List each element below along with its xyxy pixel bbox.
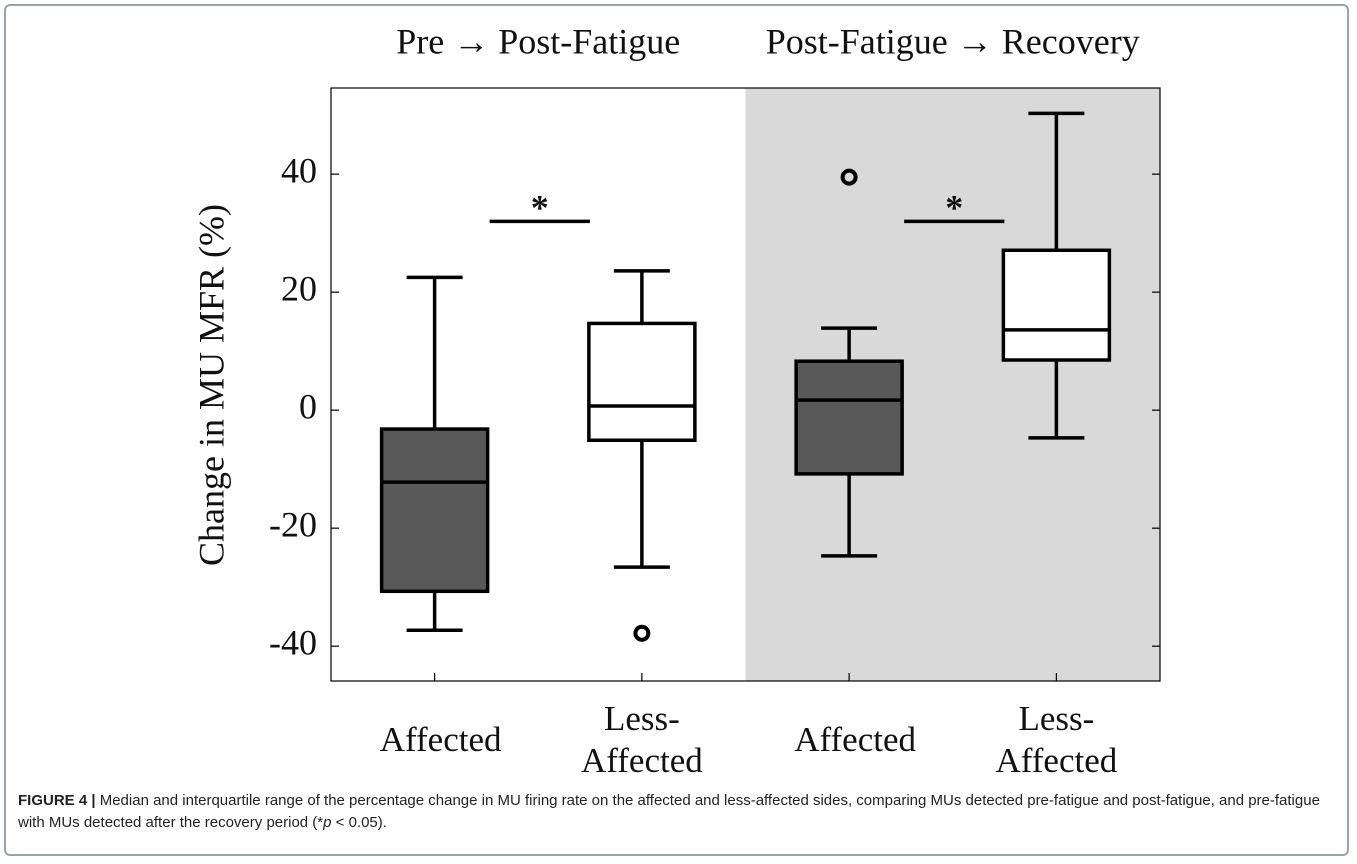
y-axis-label: Change in MU MFR (%): [191, 204, 231, 566]
caption-text: Median and interquartile range of the pe…: [18, 792, 1320, 831]
x-tick-label: Less-Affected: [580, 699, 703, 780]
box: [587, 321, 697, 443]
x-tick-label: Less-Affected: [995, 699, 1118, 780]
significance-label: *: [531, 188, 549, 228]
y-tick-label: 0: [299, 386, 317, 426]
y-tick-label: 20: [281, 268, 317, 308]
outlier: [633, 624, 651, 642]
chart: Change in MU MFR (%) Pre → Post-Fatigue *…: [191, 21, 1161, 682]
caption-tail: < 0.05).: [331, 814, 387, 831]
panel-title: Post-Fatigue → Recovery: [766, 21, 1140, 61]
y-tick-label: -20: [269, 504, 317, 544]
outlier: [840, 168, 858, 186]
y-tick-label: 40: [281, 150, 317, 190]
significance-label: *: [945, 188, 963, 228]
y-tick-label: -40: [269, 622, 317, 662]
panel-title: Pre → Post-Fatigue: [396, 21, 680, 61]
box: [1001, 248, 1112, 362]
caption-italic: p: [323, 814, 332, 831]
caption-label: FIGURE 4 |: [18, 792, 96, 809]
x-tick-label: Affected: [379, 720, 502, 759]
axes-frame: [330, 87, 1161, 682]
box: [379, 427, 490, 594]
x-tick-label: Affected: [794, 720, 917, 759]
box: [794, 359, 904, 476]
caption: FIGURE 4 | Median and interquartile rang…: [18, 790, 1338, 834]
figure-frame: [4, 4, 1349, 856]
